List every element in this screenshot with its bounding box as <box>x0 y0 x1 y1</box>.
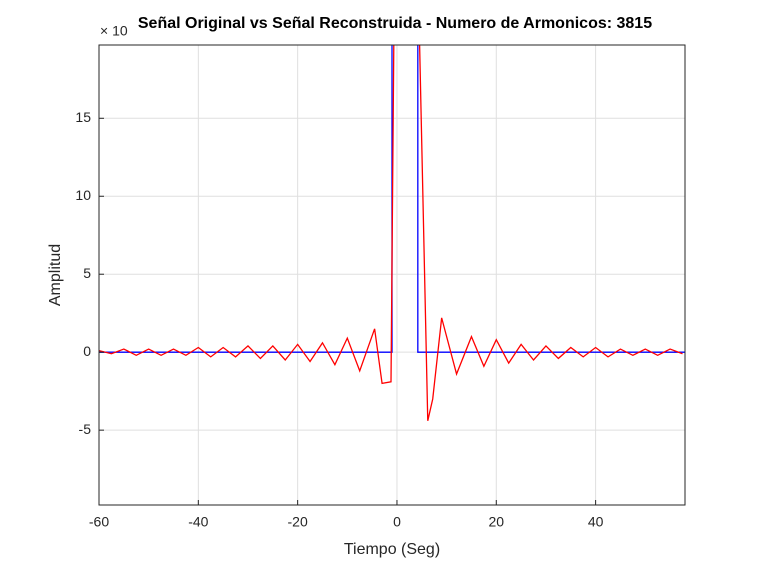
y-exponent-label: × 10 <box>100 23 128 39</box>
y-tick-label: 10 <box>75 187 91 203</box>
chart-title: Señal Original vs Señal Reconstruida - N… <box>138 15 652 32</box>
x-tick-label: -20 <box>288 514 308 530</box>
x-axis-label: Tiempo (Seg) <box>344 541 440 558</box>
plot-frame <box>98 44 686 506</box>
x-tick-label: -60 <box>89 514 109 530</box>
y-tick-label: 15 <box>75 109 91 125</box>
series-line <box>99 45 683 421</box>
y-tick-label: 5 <box>83 265 91 281</box>
x-tick-label: 40 <box>588 514 604 530</box>
y-axis-label: Amplitud <box>47 244 64 306</box>
series-group <box>99 45 685 421</box>
series-line <box>99 45 685 353</box>
y-tick-label: -5 <box>79 421 92 437</box>
x-tick-label: -40 <box>188 514 208 530</box>
x-tick-label: 0 <box>393 514 401 530</box>
y-tick-label: 0 <box>83 343 91 359</box>
x-tick-label: 20 <box>488 514 504 530</box>
